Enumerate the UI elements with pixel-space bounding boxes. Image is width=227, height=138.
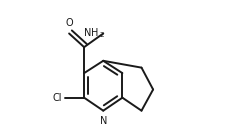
Text: 2: 2 (99, 32, 104, 38)
Text: N: N (100, 116, 107, 126)
Text: Cl: Cl (52, 93, 62, 103)
Text: N: N (84, 28, 92, 39)
Text: O: O (65, 18, 73, 28)
Text: H: H (91, 28, 99, 39)
